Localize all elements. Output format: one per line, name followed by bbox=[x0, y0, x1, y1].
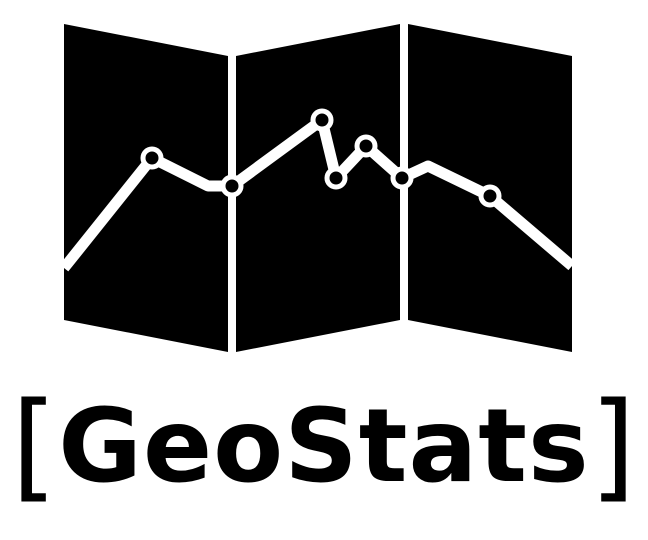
logo-wordmark: [ GeoStats ] bbox=[11, 372, 636, 522]
map-panel-middle bbox=[236, 24, 400, 352]
chart-point bbox=[390, 166, 414, 190]
chart-point bbox=[310, 108, 334, 132]
chart-point bbox=[140, 146, 164, 170]
bracket-close: ] bbox=[589, 376, 637, 514]
bracket-open: [ bbox=[11, 376, 59, 514]
logo-name: GeoStats bbox=[58, 387, 590, 506]
chart-point bbox=[324, 166, 348, 190]
chart-point bbox=[478, 184, 502, 208]
chart-points bbox=[140, 108, 502, 208]
map-panel-left bbox=[64, 24, 228, 352]
chart-point bbox=[220, 174, 244, 198]
chart-point bbox=[354, 134, 378, 158]
